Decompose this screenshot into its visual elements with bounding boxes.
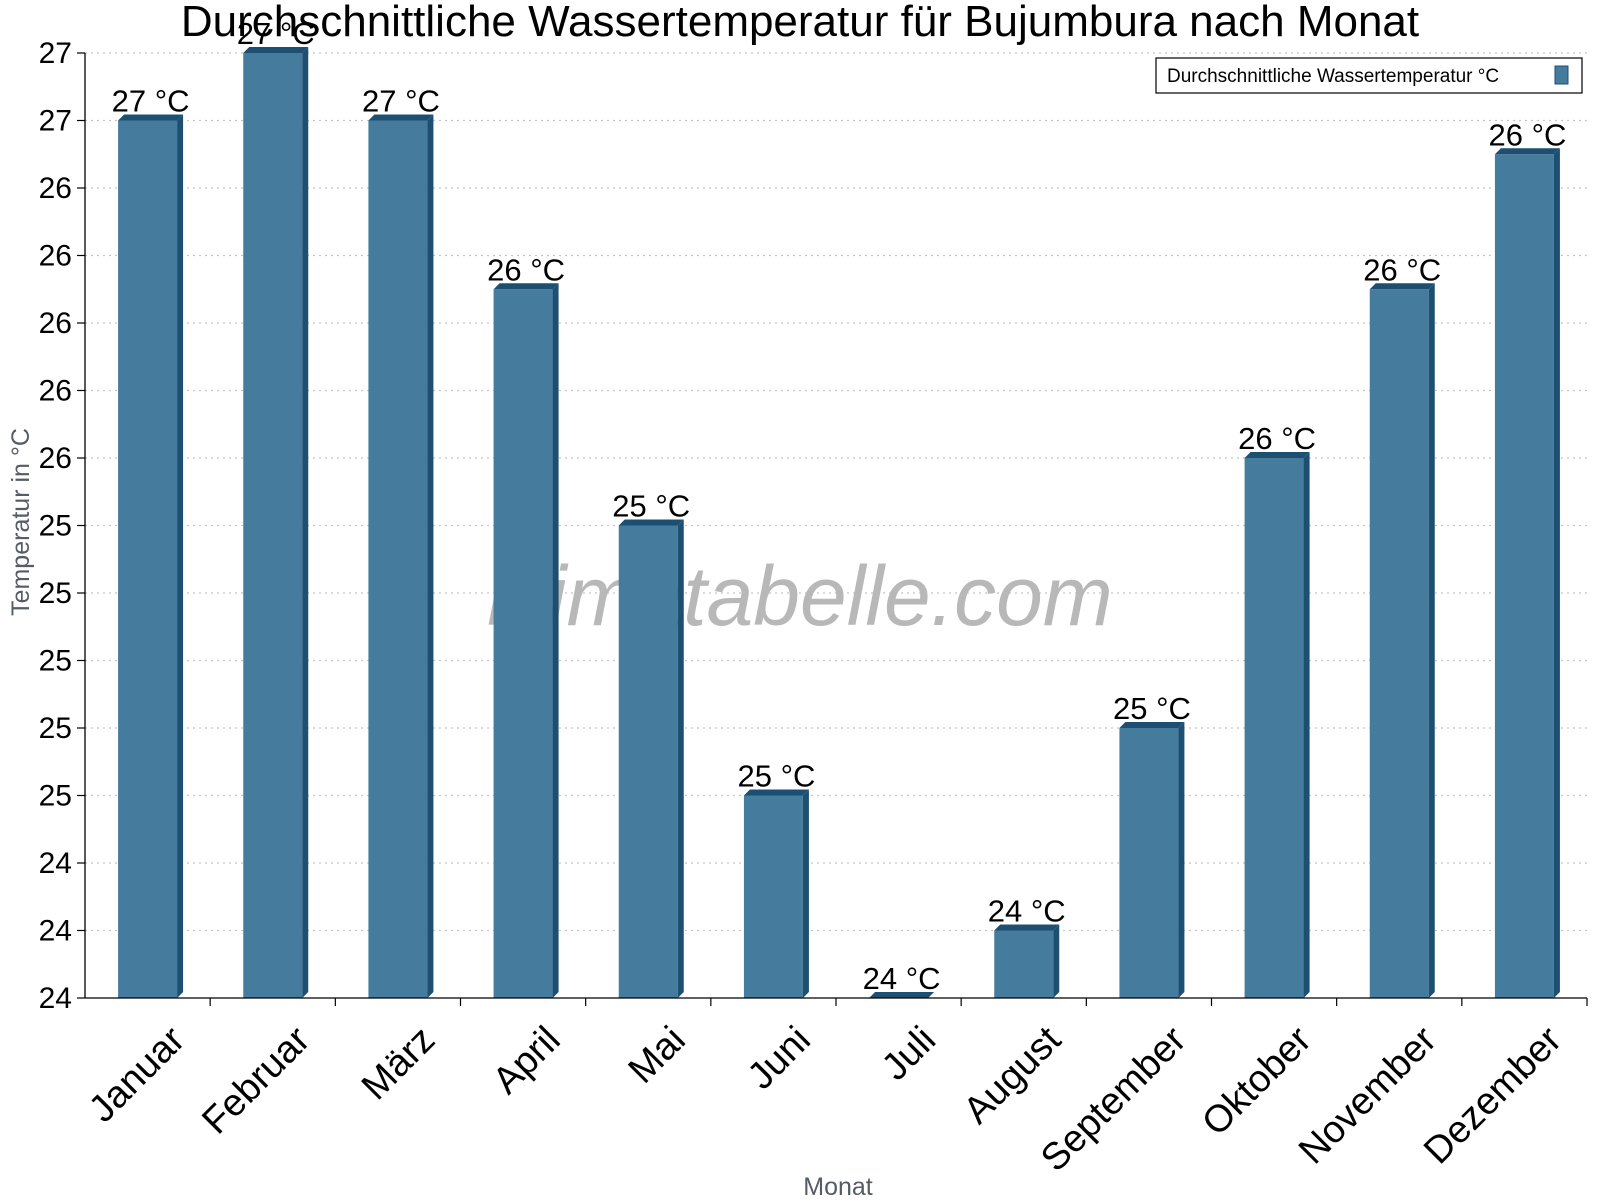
bar xyxy=(743,795,803,998)
bar-top xyxy=(1244,452,1310,458)
y-tick-label: 26 xyxy=(39,172,72,205)
bar-side xyxy=(427,114,434,998)
bar xyxy=(618,525,678,998)
bar-top xyxy=(869,992,935,998)
x-tick-label: Mai xyxy=(621,1019,694,1092)
bar-side xyxy=(1303,452,1310,998)
bar-top xyxy=(743,789,809,796)
bar xyxy=(1494,154,1554,998)
watermark: klimatabelle.com xyxy=(487,549,1113,643)
bar-top xyxy=(493,283,559,290)
bar xyxy=(493,289,553,998)
y-tick-label: 26 xyxy=(39,375,72,408)
x-tick-label: Oktober xyxy=(1194,1019,1320,1145)
data-label: 25 °C xyxy=(737,759,815,794)
bar xyxy=(1369,289,1429,998)
data-label: 27 °C xyxy=(112,84,190,119)
y-tick-label: 26 xyxy=(39,240,72,273)
x-axis-title: Monat xyxy=(803,1173,873,1200)
x-tick-label: Dezember xyxy=(1416,1019,1570,1173)
y-tick-label: 26 xyxy=(39,307,72,340)
bar xyxy=(368,120,428,998)
x-tick-label: März xyxy=(354,1019,443,1108)
y-tick-label: 26 xyxy=(39,442,72,475)
bar-top xyxy=(994,924,1060,931)
data-label: 27 °C xyxy=(237,16,315,51)
bar-side xyxy=(677,519,684,998)
bar-side xyxy=(1053,924,1060,998)
data-label: 26 °C xyxy=(487,252,565,287)
chart-title: Durchschnittliche Wassertemperatur für B… xyxy=(181,0,1419,46)
x-tick-label: Juli xyxy=(874,1019,944,1089)
bar-top xyxy=(368,114,434,121)
x-tick-label: Juni xyxy=(740,1019,819,1098)
y-tick-label: 27 xyxy=(39,37,72,70)
bar-side xyxy=(552,283,559,998)
y-tick-label: 24 xyxy=(39,915,72,948)
x-tick-label: August xyxy=(956,1018,1070,1132)
bar-top xyxy=(1494,148,1560,155)
legend-box xyxy=(1155,57,1583,94)
x-axis-ticks: Januar Februar März April Mai Juni Juli AugustS… xyxy=(81,998,1588,1180)
bar-top xyxy=(618,519,684,526)
data-label: 26 °C xyxy=(1238,421,1316,456)
bar xyxy=(1244,458,1304,998)
y-tick-label: 25 xyxy=(39,780,72,813)
bar-top xyxy=(1369,283,1435,290)
y-tick-label: 24 xyxy=(39,982,72,1015)
bar-top xyxy=(243,47,309,53)
y-tick-label: 25 xyxy=(39,712,72,745)
legend: Durchschnittliche Wassertemperatur °C xyxy=(1155,57,1583,94)
y-tick-label: 25 xyxy=(39,645,72,678)
bar-side xyxy=(1428,283,1435,998)
x-tick-label: Februar xyxy=(194,1019,318,1143)
bars xyxy=(118,47,1560,998)
bar xyxy=(243,53,303,998)
data-label: 24 °C xyxy=(863,961,941,996)
bar-top xyxy=(1119,722,1185,728)
legend-label: Durchschnittliche Wassertemperatur °C xyxy=(1167,66,1499,87)
y-axis-ticks: 24 24 24 25 25 25 25 25 26 26 26 26 26 27 27 xyxy=(39,37,85,1015)
bar-side xyxy=(1178,722,1185,998)
data-label: 25 °C xyxy=(1113,691,1191,726)
bar-side xyxy=(1553,148,1560,998)
y-axis-title: Temperatur in °C xyxy=(7,428,35,616)
y-tick-label: 25 xyxy=(39,510,72,543)
data-label: 27 °C xyxy=(362,84,440,119)
y-tick-label: 27 xyxy=(39,105,72,138)
bar-side xyxy=(302,47,309,998)
bar-top xyxy=(118,114,184,121)
bar-side xyxy=(802,789,809,998)
bar xyxy=(118,120,178,998)
data-label: 24 °C xyxy=(988,894,1066,929)
data-label: 25 °C xyxy=(612,489,690,524)
data-label: 26 °C xyxy=(1488,117,1566,152)
x-tick-label: April xyxy=(485,1019,568,1102)
y-tick-label: 24 xyxy=(39,847,72,880)
y-tick-label: 25 xyxy=(39,577,72,610)
data-labels: 27 °C 27 °C 27 °C 26 °C 25 °C 25 °C 24 °C 24 °C… xyxy=(112,16,1567,996)
bar-side xyxy=(177,114,184,998)
legend-swatch xyxy=(1554,65,1569,85)
x-tick-label: Januar xyxy=(81,1019,193,1131)
grid-lines xyxy=(85,52,1587,932)
bar xyxy=(1119,728,1179,998)
data-label: 26 °C xyxy=(1363,252,1441,287)
bar xyxy=(994,930,1054,998)
